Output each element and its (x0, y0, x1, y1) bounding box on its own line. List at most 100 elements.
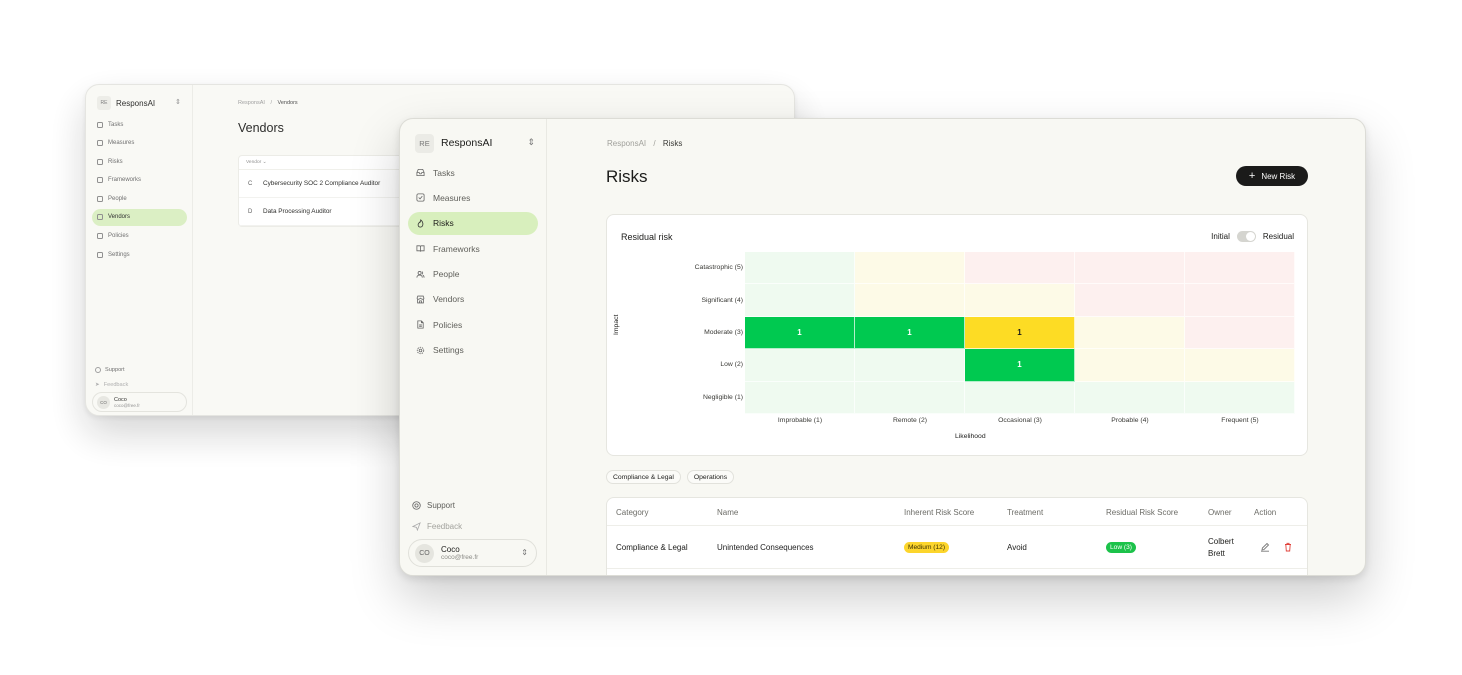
risk-matrix-card: Residual risk Initial Residual Impact Li… (606, 214, 1308, 456)
breadcrumb-current: Vendors (277, 100, 298, 106)
sidebar-item-vendors[interactable]: Vendors (92, 208, 187, 226)
sidebar-item-policies[interactable]: Policies (408, 313, 538, 336)
sidebar-item-tasks[interactable]: Tasks (408, 161, 538, 184)
sidebar-item-measures[interactable]: Measures (408, 186, 538, 209)
risks-window: RE ResponsAI ⇕ Tasks Measures Risks Framewo… (399, 118, 1366, 576)
risks-table: Category Name Inherent Risk Score Treatm… (606, 497, 1308, 575)
sidebar-item-vendors[interactable]: Vendors (408, 288, 538, 311)
filter-chip-compliance[interactable]: Compliance & Legal (606, 470, 681, 484)
heatmap-cell (1185, 316, 1295, 350)
column-category[interactable]: Category (616, 508, 649, 517)
column-owner[interactable]: Owner (1208, 508, 1232, 517)
column-inherent-risk[interactable]: Inherent Risk Score (904, 508, 975, 517)
sidebar-item-settings[interactable]: Settings (92, 246, 187, 263)
org-avatar: RE (97, 96, 111, 110)
heatmap-cell (745, 349, 855, 382)
org-selector[interactable]: RE ResponsAI ⇕ (97, 96, 181, 110)
vendor-letter: C (248, 180, 253, 187)
breadcrumb-separator: / (653, 139, 656, 148)
org-avatar: RE (415, 133, 434, 153)
heatmap-cell[interactable]: 1 (965, 316, 1075, 350)
sidebar-item-label: Vendors (108, 214, 131, 221)
sidebar-footer: Support Feedback (412, 495, 537, 537)
lifebuoy-icon (412, 501, 421, 510)
delete-icon[interactable] (1283, 542, 1293, 552)
avatar: CO (415, 543, 434, 563)
sidebar-item-policies[interactable]: Policies (92, 228, 187, 245)
vendors-nav: Tasks Measures Risks Frameworks People Vendor… (92, 116, 187, 265)
sidebar-item-frameworks[interactable]: Frameworks (408, 237, 538, 260)
toggle-switch[interactable] (1236, 231, 1256, 242)
column-name[interactable]: Name (717, 508, 739, 517)
sidebar-item-label: People (433, 269, 460, 280)
heatmap-cell (745, 381, 855, 414)
feedback-link[interactable]: ➤ Feedback (95, 377, 128, 392)
sidebar-item-people[interactable]: People (408, 263, 538, 286)
sidebar-item-label: Risks (433, 218, 454, 229)
inbox-icon (97, 121, 103, 128)
sidebar-item-settings[interactable]: Settings (408, 339, 538, 362)
sidebar-item-risks[interactable]: Risks (92, 153, 187, 170)
heatmap-cell (1185, 381, 1295, 414)
column-treatment[interactable]: Treatment (1007, 508, 1044, 517)
table-row[interactable]: Compliance & Legal Unintended Consequenc… (607, 527, 1307, 569)
breadcrumb-separator: / (270, 100, 272, 106)
sidebar-item-tasks[interactable]: Tasks (92, 116, 187, 133)
heatmap-cell (1075, 381, 1185, 414)
support-link[interactable]: Support (412, 495, 537, 516)
users-icon (97, 195, 103, 202)
org-name: ResponsAI (116, 98, 156, 108)
main-content: ResponsAI / Risks Risks + New Risk Resid… (547, 119, 1365, 575)
row-name[interactable]: Unintended Consequences (717, 543, 814, 552)
column-residual-risk[interactable]: Residual Risk Score (1106, 508, 1179, 517)
sidebar-item-people[interactable]: People (92, 190, 187, 207)
store-icon (97, 214, 103, 221)
file-icon (416, 320, 425, 329)
heatmap-cell[interactable]: 1 (965, 349, 1075, 382)
sidebar-footer: Support ➤ Feedback (95, 362, 128, 392)
user-email: coco@free.fr (114, 402, 140, 408)
gear-icon (97, 251, 103, 258)
feedback-link[interactable]: Feedback (412, 516, 537, 537)
chevron-updown-icon: ⇕ (175, 99, 181, 106)
heatmap-cell (965, 381, 1075, 414)
breadcrumb-root[interactable]: ResponsAI (238, 100, 265, 106)
sidebar-item-measures[interactable]: Measures (92, 135, 187, 152)
new-risk-button[interactable]: + New Risk (1236, 166, 1308, 186)
impact-level-label: Moderate (3) (704, 329, 743, 336)
heatmap-cell[interactable]: 1 (855, 316, 965, 350)
matrix-title: Residual risk (621, 232, 673, 242)
main-nav: Tasks Measures Risks Frameworks People Vendor… (408, 161, 538, 364)
likelihood-level-label: Probable (4) (1111, 417, 1149, 424)
users-icon (416, 270, 425, 279)
sidebar-item-label: Measures (108, 140, 135, 147)
heatmap-cell (1075, 316, 1185, 350)
filter-chip-operations[interactable]: Operations (686, 470, 735, 484)
heatmap-cell (1185, 252, 1295, 285)
edit-icon[interactable] (1260, 542, 1270, 552)
heatmap-cell (855, 284, 965, 317)
impact-level-label: Significant (4) (701, 296, 743, 304)
sidebar-item-risks[interactable]: Risks (408, 211, 538, 235)
sidebar-item-label: Tasks (433, 167, 455, 178)
inbox-icon (416, 168, 425, 177)
risk-heatmap: Impact Likelihood Catastrophic (5) Signif… (607, 215, 1307, 455)
table-header: Category Name Inherent Risk Score Treatm… (607, 498, 1307, 526)
checkbox-icon (97, 140, 103, 147)
toggle-initial-label: Initial (1211, 232, 1230, 241)
user-menu[interactable]: CO Coco coco@free.fr (92, 392, 187, 412)
sidebar-item-label: Settings (433, 345, 464, 356)
breadcrumb-root[interactable]: ResponsAI (607, 139, 647, 148)
user-menu[interactable]: CO Coco coco@free.fr ⇕ (408, 539, 537, 567)
initial-residual-toggle: Initial Residual (1211, 231, 1294, 242)
impact-level-label: Catastrophic (5) (694, 264, 743, 272)
lifebuoy-icon (95, 366, 101, 373)
org-selector[interactable]: RE ResponsAI ⇕ (415, 133, 535, 153)
residual-score-badge: Low (3) (1106, 542, 1136, 553)
row-owner: Colbert Brett (1208, 536, 1234, 560)
heatmap-cell (855, 349, 965, 382)
sidebar-item-frameworks[interactable]: Frameworks (92, 172, 187, 189)
support-link[interactable]: Support (95, 362, 128, 377)
impact-axis-label: Impact (613, 314, 620, 335)
heatmap-cell[interactable]: 1 (745, 316, 855, 350)
